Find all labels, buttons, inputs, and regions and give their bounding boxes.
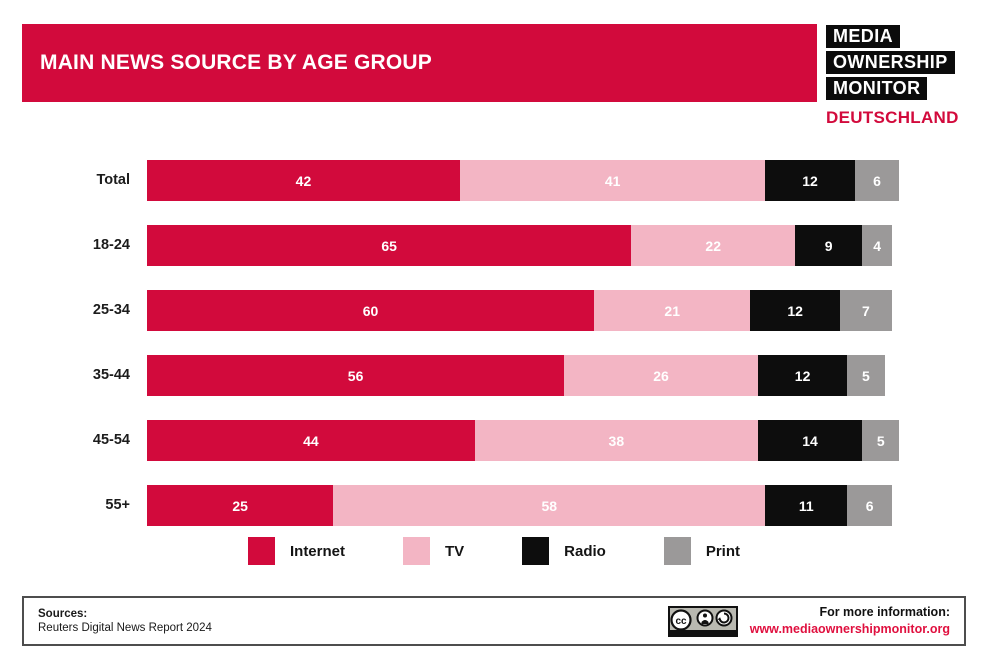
bar-segment-radio: 12 bbox=[765, 160, 855, 201]
bar-segment-internet: 65 bbox=[147, 225, 632, 266]
bar-segment-tv: 22 bbox=[631, 225, 796, 266]
bar-segment-radio: 9 bbox=[795, 225, 863, 266]
row-label: 35-44 bbox=[92, 367, 130, 383]
stacked-bar-chart: Total 42 41 12 6 18-24 65 22 9 4 25-34 60 21 12 7 35-44… bbox=[0, 160, 988, 530]
bar-segment-print: 6 bbox=[847, 485, 892, 526]
bar-segment-tv: 38 bbox=[474, 420, 758, 461]
bar-segment-print: 6 bbox=[854, 160, 900, 201]
legend-item-internet: Internet bbox=[247, 537, 345, 565]
row-label: 18-24 bbox=[92, 237, 130, 253]
chart-row-25-34: 25-34 60 21 12 7 bbox=[0, 290, 988, 331]
bar-group: 42 41 12 6 bbox=[147, 160, 900, 201]
logo-line-media: MEDIA bbox=[826, 25, 900, 48]
footer: Sources: Reuters Digital News Report 202… bbox=[22, 596, 966, 646]
chart-row-Total: Total 42 41 12 6 bbox=[0, 160, 988, 201]
bar-segment-tv: 21 bbox=[594, 290, 751, 331]
row-label: 45-54 bbox=[92, 432, 130, 448]
more-info-label: For more information: bbox=[819, 604, 950, 619]
bar-segment-internet: 60 bbox=[147, 290, 594, 331]
cc-by-sa-badge-icon[interactable]: cc bbox=[667, 605, 738, 637]
bar-segment-tv: 26 bbox=[564, 355, 758, 396]
legend-item-tv: TV bbox=[403, 537, 464, 565]
chart-row-18-24: 18-24 65 22 9 4 bbox=[0, 225, 988, 266]
bar-segment-radio: 11 bbox=[765, 485, 848, 526]
chart-row-35-44: 35-44 56 26 12 5 bbox=[0, 355, 988, 396]
website-link[interactable]: www.mediaownershipmonitor.org bbox=[749, 621, 950, 636]
more-info-block: For more information: www.mediaownership… bbox=[750, 605, 950, 638]
bar-segment-print: 5 bbox=[847, 355, 885, 396]
footer-right: cc For more information: www.mediaowners… bbox=[667, 605, 950, 638]
bar-segment-internet: 42 bbox=[147, 160, 460, 201]
legend-item-radio: Radio bbox=[522, 537, 606, 565]
legend-swatch bbox=[247, 537, 275, 565]
bar-segment-print: 4 bbox=[862, 225, 892, 266]
legend-label: TV bbox=[445, 542, 465, 560]
title-banner: MAIN NEWS SOURCE BY AGE GROUP bbox=[22, 24, 817, 102]
bar-group: 60 21 12 7 bbox=[147, 290, 892, 331]
row-label: Total bbox=[96, 172, 130, 188]
chart-row-55+: 55+ 25 58 11 6 bbox=[0, 485, 988, 526]
bar-segment-tv: 58 bbox=[333, 485, 766, 526]
bar-segment-radio: 12 bbox=[750, 290, 840, 331]
legend-label: Print bbox=[705, 542, 741, 560]
legend-swatch bbox=[522, 537, 550, 565]
sources-label: Sources: bbox=[38, 608, 88, 620]
page-title: MAIN NEWS SOURCE BY AGE GROUP bbox=[40, 51, 433, 74]
legend-label: Internet bbox=[289, 542, 345, 560]
row-label: 55+ bbox=[105, 497, 130, 513]
svg-text:cc: cc bbox=[675, 616, 687, 627]
chart-row-45-54: 45-54 44 38 14 5 bbox=[0, 420, 988, 461]
sources-block: Sources: Reuters Digital News Report 202… bbox=[38, 607, 212, 635]
logo-line-ownership: OWNERSHIP bbox=[826, 51, 955, 74]
legend-swatch bbox=[663, 537, 691, 565]
legend-label: Radio bbox=[564, 542, 606, 560]
logo-line-monitor: MONITOR bbox=[826, 77, 928, 100]
bar-segment-print: 5 bbox=[862, 420, 900, 461]
bar-group: 44 38 14 5 bbox=[147, 420, 900, 461]
bar-group: 56 26 12 5 bbox=[147, 355, 885, 396]
bar-group: 65 22 9 4 bbox=[147, 225, 892, 266]
bar-segment-radio: 12 bbox=[757, 355, 848, 396]
bar-segment-radio: 14 bbox=[757, 420, 863, 461]
bar-segment-internet: 25 bbox=[147, 485, 334, 526]
row-label: 25-34 bbox=[92, 302, 130, 318]
bar-segment-print: 7 bbox=[839, 290, 892, 331]
sources-text: Reuters Digital News Report 2024 bbox=[38, 622, 212, 634]
bar-group: 25 58 11 6 bbox=[147, 485, 892, 526]
legend-item-print: Print bbox=[663, 537, 741, 565]
bar-segment-internet: 44 bbox=[147, 420, 475, 461]
chart-legend: Internet TV Radio Print bbox=[0, 537, 988, 565]
mom-logo: MEDIA OWNERSHIP MONITOR DEUTSCHLAND bbox=[826, 25, 959, 128]
logo-country: DEUTSCHLAND bbox=[826, 108, 959, 127]
legend-swatch bbox=[403, 537, 430, 565]
bar-segment-tv: 41 bbox=[459, 160, 766, 201]
bar-segment-internet: 56 bbox=[147, 355, 565, 396]
